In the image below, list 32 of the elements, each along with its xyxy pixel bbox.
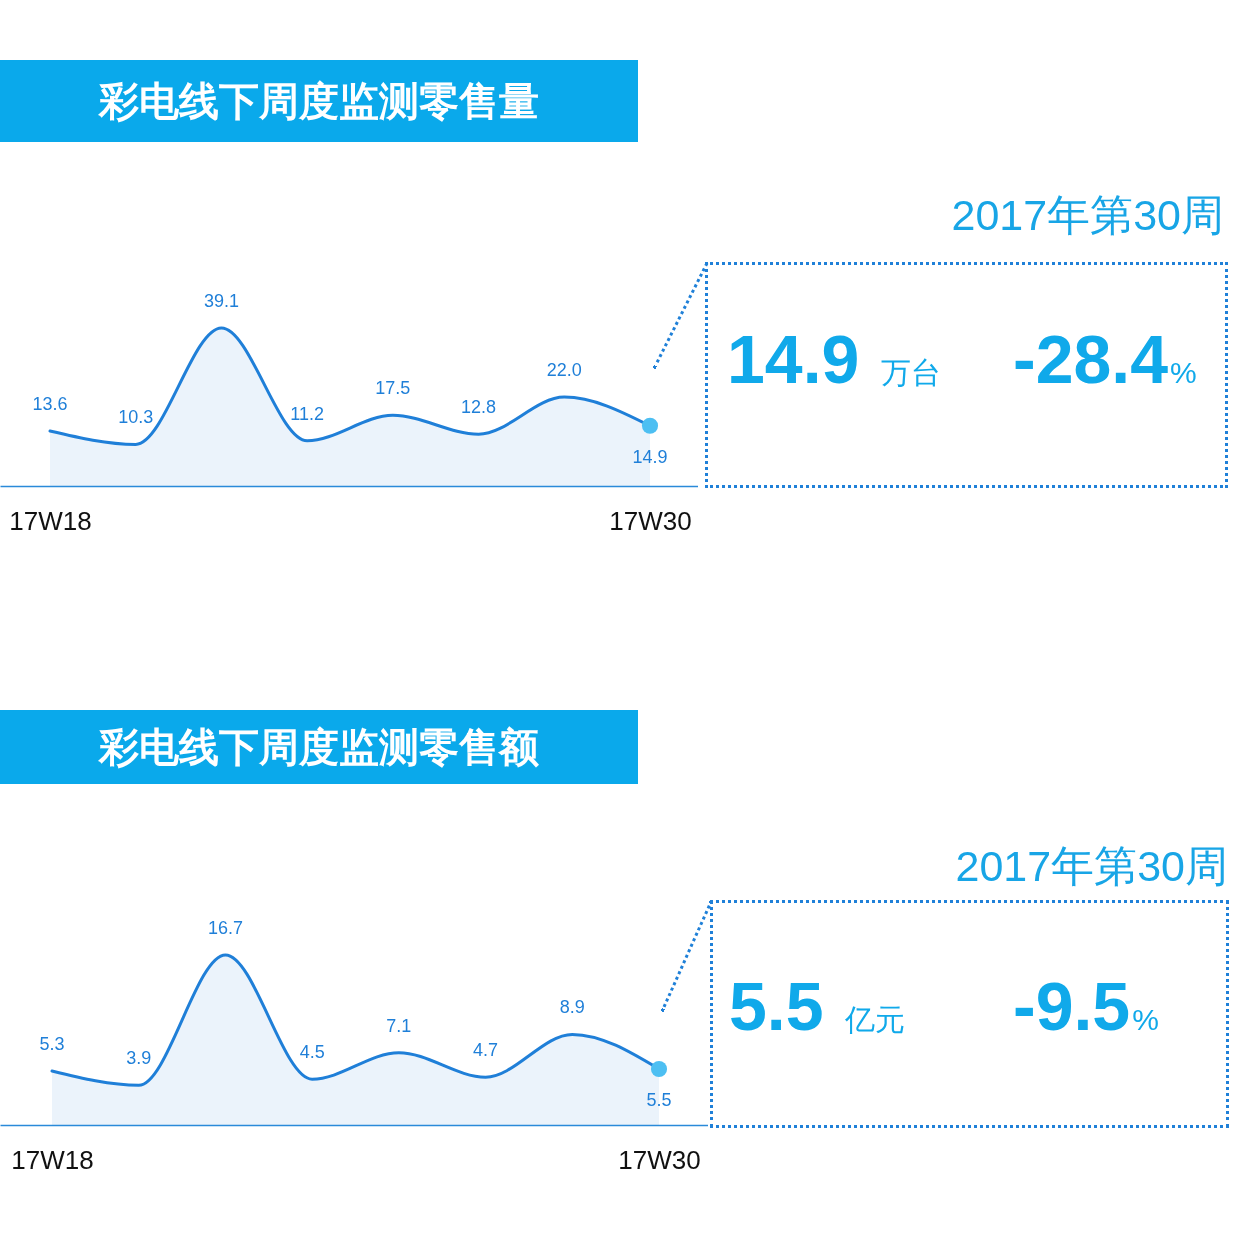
data-label: 5.5 [646,1090,672,1111]
data-label: 13.6 [32,394,68,415]
x-tick-label: 17W18 [11,1144,94,1175]
data-label: 8.9 [559,997,585,1018]
data-label: 39.1 [203,291,239,311]
data-label: 5.3 [39,1034,65,1055]
text: 5.5 [729,968,824,1044]
text: -9.5 [1013,968,1131,1044]
text: 万台 [881,356,942,389]
text: -28.4 [1013,321,1168,397]
data-label: 11.2 [290,403,324,424]
x-tick-label: 17W18 [9,505,92,536]
data-label: 16.7 [207,918,243,938]
data-label: 10.3 [118,407,154,428]
data-label: 7.1 [386,1015,412,1036]
data-label: 4.7 [473,1040,499,1061]
x-tick-label: 17W30 [618,1144,701,1175]
chart-title: 彩电线下周度监测零售额 [99,725,539,769]
text: 2017年第30周 [955,842,1228,890]
data-label: 22.0 [546,360,582,381]
text: 亿元 [844,1003,905,1036]
data-label: 14.9 [632,446,668,467]
text: % [1132,1003,1159,1036]
data-label: 3.9 [126,1048,152,1069]
data-label: 12.8 [461,397,497,418]
x-tick-label: 17W30 [609,505,692,536]
data-label: 4.5 [299,1042,325,1063]
data-label: 17.5 [375,378,411,399]
text: 2017年第30周 [951,191,1224,239]
text: 14.9 [727,321,860,397]
chart-title: 彩电线下周度监测零售量 [99,79,539,123]
text: % [1170,356,1197,389]
